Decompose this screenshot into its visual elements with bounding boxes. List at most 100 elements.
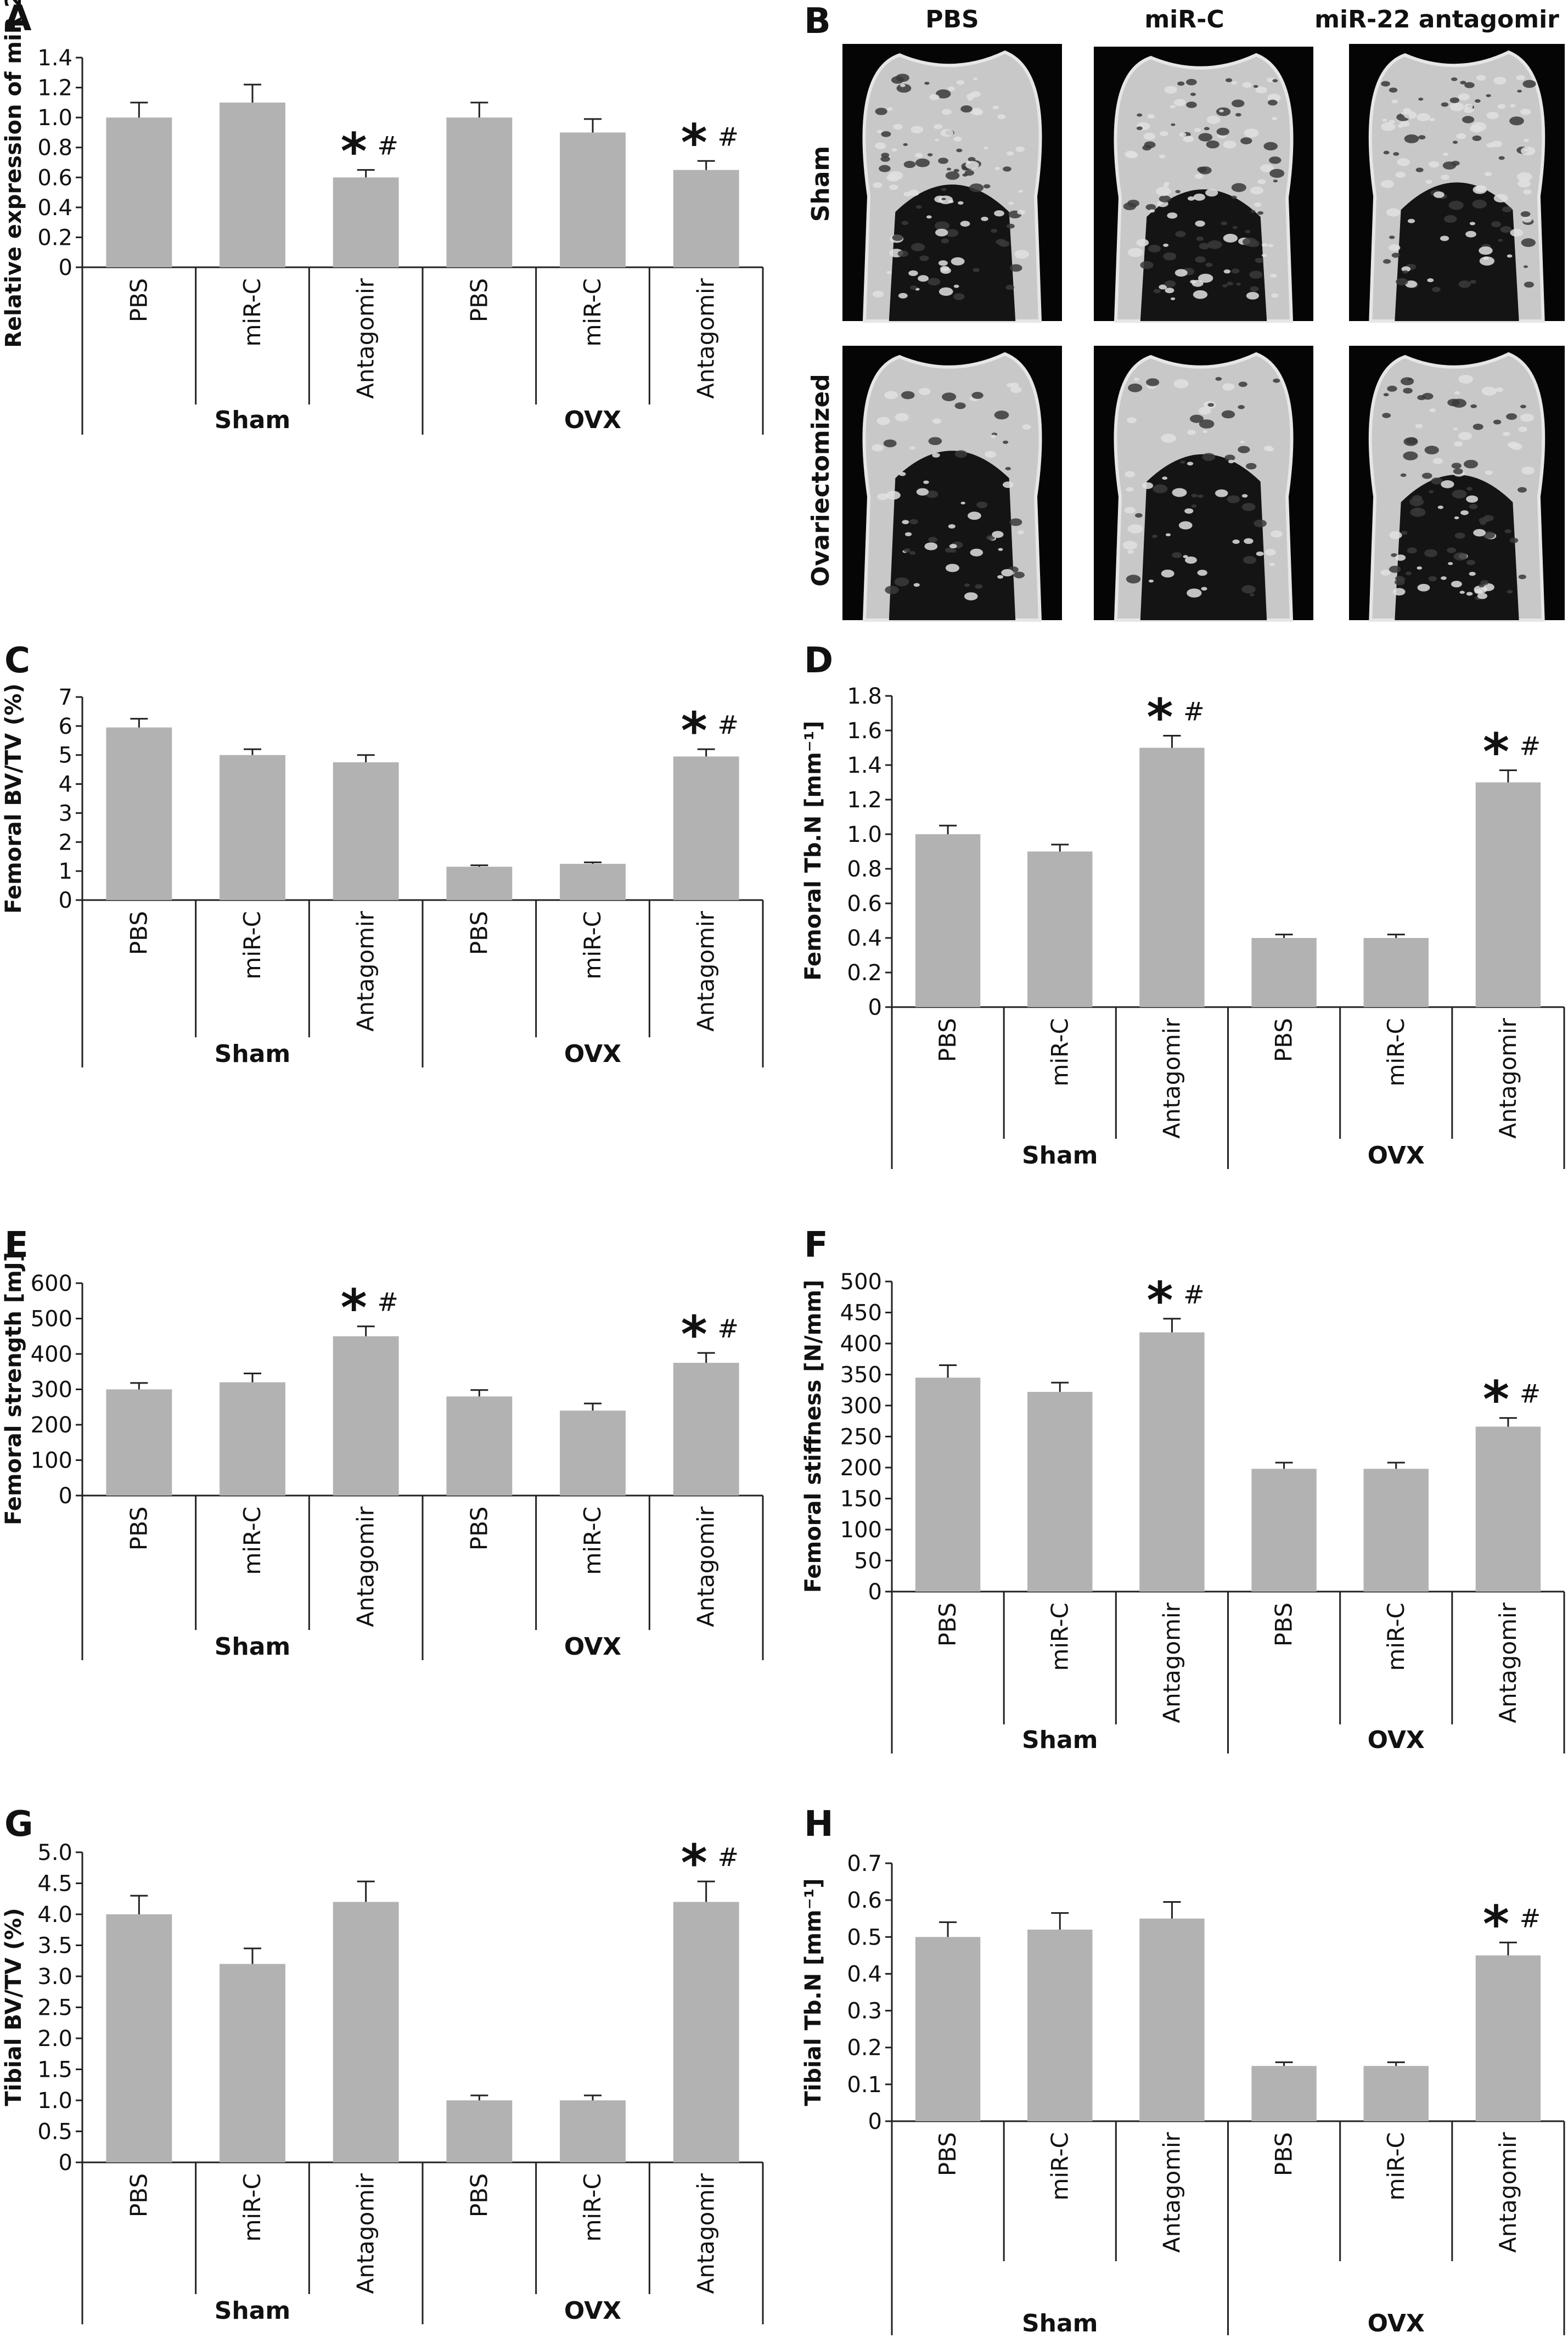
y-tick-label: 150 [840, 1487, 882, 1512]
significance-hash: # [717, 710, 739, 740]
category-label: miR-C [239, 911, 266, 980]
category-label: PBS [1271, 1603, 1297, 1646]
category-label: miR-C [1046, 2132, 1073, 2201]
category-label: miR-C [579, 2173, 606, 2242]
group-label-sham: Sham [215, 2297, 291, 2325]
group-label-ovx: OVX [564, 1633, 621, 1661]
y-tick-label: 2.0 [37, 2026, 72, 2052]
y-tick-label: 0 [59, 255, 72, 280]
y-tick-label: 1.0 [37, 2088, 72, 2114]
category-label: PBS [465, 2173, 492, 2217]
category-label: PBS [125, 2173, 152, 2217]
y-tick-label: 0 [868, 995, 882, 1020]
category-label: PBS [465, 1507, 492, 1550]
y-tick-label: 0.4 [847, 926, 882, 951]
significance-hash: # [1183, 1280, 1205, 1309]
panel-label-a: A [4, 0, 32, 39]
bar-c-0 [106, 727, 172, 900]
bar-f-2 [1139, 1332, 1205, 1592]
bar-g-2 [333, 1902, 399, 2162]
bar-e-5 [673, 1363, 739, 1496]
category-label: PBS [125, 1507, 152, 1550]
y-tick-label: 450 [840, 1301, 882, 1326]
y-tick-label: 400 [840, 1331, 882, 1357]
ct-image-sham-pbs [842, 44, 1062, 323]
y-tick-label: 3.5 [37, 1934, 72, 1959]
y-tick-label: 100 [31, 1448, 72, 1474]
y-tick-label: 1.6 [847, 718, 882, 744]
row-header-ovariectomized: Ovariectomized [807, 374, 835, 587]
bar-f-0 [915, 1378, 981, 1592]
y-tick-label: 0.2 [847, 960, 882, 986]
column-header-mir-c: miR-C [1144, 5, 1224, 33]
y-tick-label: 1.2 [847, 788, 882, 813]
group-label-sham: Sham [1022, 1142, 1098, 1170]
ct-image-ovx-antagomir [1349, 346, 1565, 622]
y-tick-label: 0.2 [847, 2036, 882, 2061]
y-axis-label-a: Relative expression of miR-22 [1, 0, 26, 348]
category-label: miR-C [1046, 1018, 1073, 1087]
y-tick-label: 600 [31, 1271, 72, 1296]
significance-star: * [681, 1834, 707, 1892]
category-label: miR-C [579, 911, 606, 980]
bar-h-2 [1139, 1918, 1205, 2121]
bar-a-2 [333, 177, 399, 267]
significance-star: * [341, 1279, 367, 1337]
bar-f-3 [1251, 1469, 1317, 1592]
significance-star: * [1147, 1271, 1173, 1330]
y-tick-label: 0 [59, 888, 72, 913]
y-tick-label: 250 [840, 1425, 882, 1450]
category-label: Antagomir [1494, 2132, 1521, 2252]
bar-d-2 [1139, 748, 1205, 1007]
panel-label-d: D [804, 640, 833, 681]
y-tick-label: 350 [840, 1363, 882, 1388]
y-tick-label: 50 [854, 1549, 882, 1574]
bar-g-5 [673, 1902, 739, 2162]
category-label: PBS [934, 1018, 961, 1062]
y-tick-label: 0.6 [37, 165, 72, 190]
y-tick-label: 5 [59, 743, 72, 768]
y-axis-label-f: Femoral stiffness [N/mm] [801, 1280, 826, 1593]
bar-c-4 [560, 863, 626, 900]
category-label: Antagomir [1158, 1602, 1185, 1723]
significance-hash: # [717, 1314, 739, 1344]
y-tick-label: 0.6 [847, 1888, 882, 1913]
y-tick-label: 5.0 [37, 1840, 72, 1865]
y-tick-label: 1.4 [847, 753, 882, 778]
y-tick-label: 4.5 [37, 1871, 72, 1897]
bar-h-1 [1027, 1929, 1093, 2121]
bar-e-4 [560, 1410, 626, 1496]
bar-d-0 [915, 834, 981, 1007]
y-tick-label: 0.8 [847, 857, 882, 882]
bar-f-4 [1363, 1469, 1429, 1592]
y-tick-label: 0 [868, 2109, 882, 2134]
group-label-sham: Sham [1022, 1726, 1098, 1754]
y-tick-label: 0.4 [37, 195, 72, 221]
chart-panel-h: H Tibial Tb.N [mm⁻¹] 0 0.1 0.2 0.3 0.4 0.5 0.6 0.… [801, 1804, 1565, 2337]
category-label: miR-C [1382, 1603, 1409, 1671]
y-tick-label: 4 [59, 772, 72, 797]
y-tick-label: 0.4 [847, 1962, 882, 1987]
y-tick-label: 0.2 [37, 225, 72, 250]
significance-star: * [1483, 722, 1509, 781]
chart-panel-f: F Femoral stiffness [N/mm] 0 50 100 150 200 250… [801, 1225, 1565, 1754]
category-label: Antagomir [1494, 1018, 1521, 1138]
y-tick-label: 1 [59, 859, 72, 884]
group-label-ovx: OVX [564, 2297, 621, 2325]
bar-c-3 [446, 867, 513, 900]
y-tick-label: 3.0 [37, 1964, 72, 1989]
significance-star: * [341, 122, 367, 181]
category-label: PBS [934, 2132, 961, 2176]
bar-f-1 [1027, 1392, 1093, 1592]
bar-c-5 [673, 756, 739, 900]
y-axis-label-d: Femoral Tb.N [mm⁻¹] [801, 721, 826, 980]
y-axis-label-h: Tibial Tb.N [mm⁻¹] [801, 1878, 826, 2106]
ct-image-sham-antagomir [1349, 44, 1565, 323]
bar-g-3 [446, 2100, 513, 2162]
bar-d-3 [1251, 938, 1317, 1007]
y-tick-label: 200 [840, 1455, 882, 1481]
y-tick-label: 1.0 [37, 105, 72, 131]
panel-label-b: B [804, 1, 831, 42]
category-label: PBS [125, 911, 152, 955]
